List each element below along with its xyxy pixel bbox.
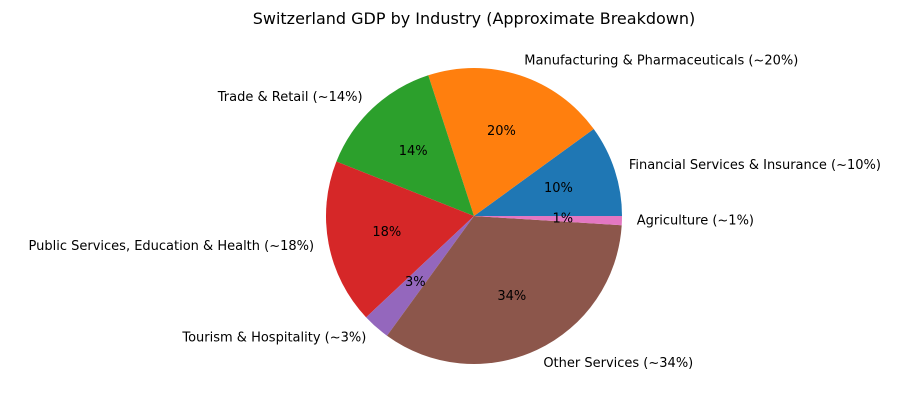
pie-slice: [474, 129, 622, 216]
slice-percent-label: 10%: [544, 181, 573, 196]
slice-percent-label: 14%: [399, 144, 428, 159]
pie-slice: [387, 216, 622, 364]
pie-slice: [326, 161, 474, 318]
slice-label: Public Services, Education & Health (~18…: [29, 239, 315, 254]
slice-percent-label: 18%: [372, 225, 401, 240]
pie-slice: [336, 75, 474, 216]
slice-percent-label: 20%: [487, 124, 516, 139]
slice-percent-label: 3%: [405, 275, 426, 290]
slice-percent-label: 34%: [497, 289, 526, 304]
pie-slice: [474, 216, 622, 226]
slice-label: Manufacturing & Pharmaceuticals (~20%): [524, 54, 798, 69]
slice-label: Financial Services & Insurance (~10%): [629, 158, 881, 173]
slice-label: Trade & Retail (~14%): [217, 90, 363, 105]
slice-percent-label: 1%: [552, 211, 573, 226]
pie-slice: [366, 216, 474, 336]
pie-slice: [428, 67, 594, 216]
slice-label: Agriculture (~1%): [637, 214, 754, 229]
slice-label: Tourism & Hospitality (~3%): [181, 331, 366, 346]
chart-title: Switzerland GDP by Industry (Approximate…: [253, 9, 696, 28]
slice-label: Other Services (~34%): [543, 356, 693, 371]
